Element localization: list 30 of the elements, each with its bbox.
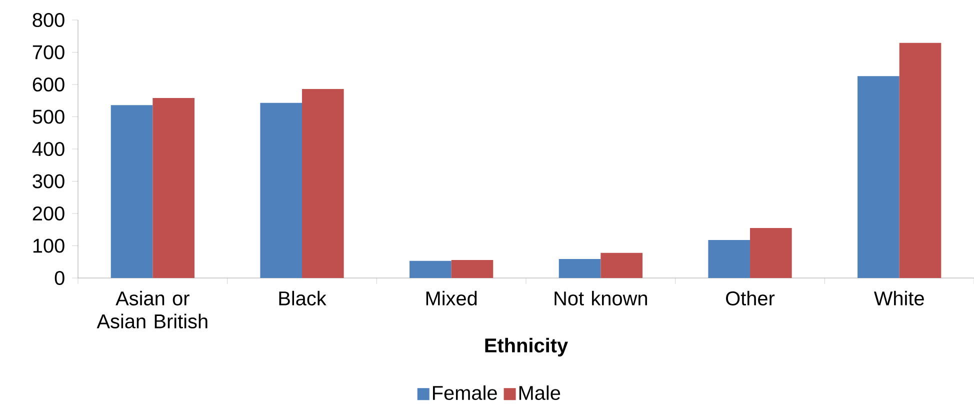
y-tick-label: 700 — [32, 45, 64, 60]
bar — [858, 76, 900, 278]
x-tick-label: Mixed — [426, 290, 477, 306]
y-tick-label: 0 — [54, 270, 64, 286]
y-tick-label: 600 — [32, 77, 64, 92]
bar — [302, 89, 344, 278]
bar — [110, 105, 153, 278]
bar — [708, 240, 750, 278]
x-tick-label: Other — [726, 290, 775, 306]
y-tick-label: 300 — [32, 174, 64, 188]
x-axis-title: Ethnicity — [485, 338, 568, 356]
bar — [451, 260, 494, 278]
bar — [260, 102, 302, 278]
bar — [899, 42, 942, 278]
x-tick-label: White — [874, 290, 924, 306]
bar — [152, 98, 194, 278]
y-tick-label: 100 — [33, 238, 64, 253]
bar — [750, 228, 792, 278]
x-tick-label: Not known — [554, 290, 647, 306]
y-tick-label: 400 — [32, 142, 64, 156]
bar — [410, 260, 452, 278]
y-tick-label: 800 — [32, 12, 64, 28]
legend-label: Male — [519, 385, 560, 400]
bar — [600, 252, 642, 278]
bar — [558, 258, 601, 278]
y-tick-label: 200 — [32, 206, 64, 221]
x-tick-label: Black — [279, 290, 326, 306]
legend-label: Female — [433, 385, 497, 400]
x-tick-label: Asian or Asian British — [96, 290, 208, 328]
y-tick-label: 500 — [32, 110, 64, 124]
